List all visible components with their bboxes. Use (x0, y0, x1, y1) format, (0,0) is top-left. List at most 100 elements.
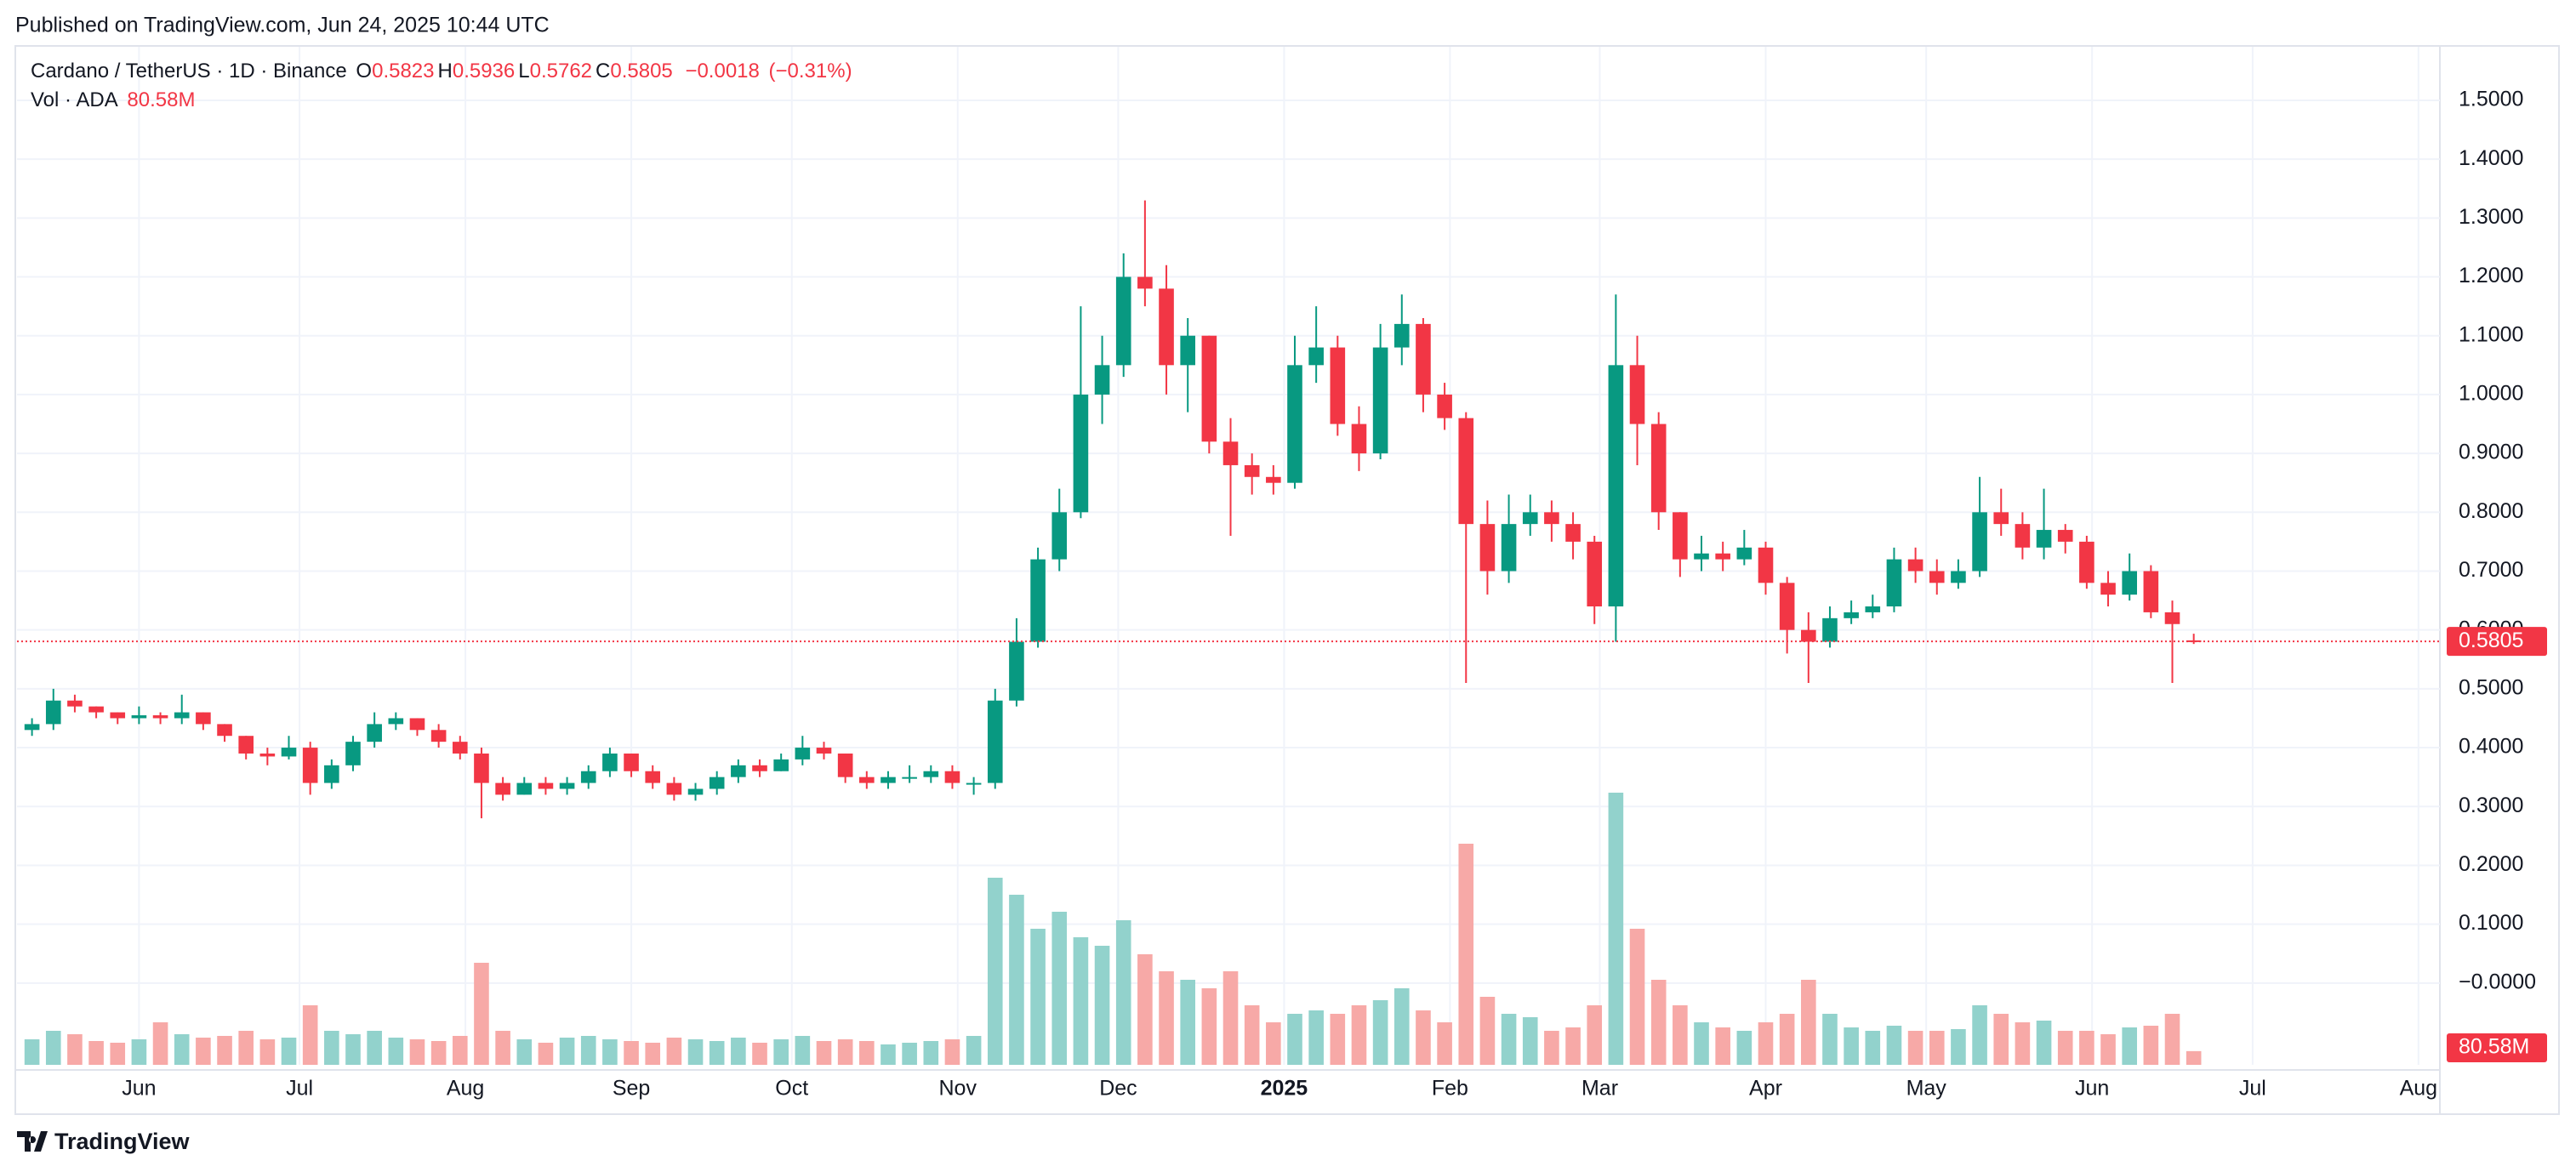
candle-body (1544, 512, 1559, 525)
candle-body (324, 765, 339, 783)
candle-body (67, 700, 83, 707)
volume-bar (1372, 1000, 1388, 1065)
logo-icon (17, 1131, 48, 1152)
candle-body (88, 706, 104, 713)
candle-body (345, 742, 361, 765)
y-tick-label: 1.0000 (2459, 382, 2523, 406)
volume-bar (1266, 1022, 1281, 1065)
volume-bar (1308, 1010, 1324, 1065)
volume-bar (1159, 971, 1174, 1065)
volume-bar (1822, 1014, 1838, 1065)
volume-bar (1522, 1017, 1538, 1065)
candle-body (773, 759, 789, 771)
candle-body (902, 777, 917, 779)
y-tick-label: 1.3000 (2459, 205, 2523, 229)
candle-body (1629, 365, 1645, 424)
price-label: 0.5805 (2459, 629, 2523, 652)
x-tick-label: 2025 (1261, 1077, 1308, 1101)
candle-body (1650, 424, 1667, 513)
volume-bar (45, 1031, 61, 1065)
volume-bar (1244, 1005, 1260, 1065)
candle-body (1009, 641, 1024, 701)
candle-body (259, 753, 276, 757)
candle-body (687, 788, 704, 795)
candle-body (1351, 424, 1367, 454)
volume-bar (452, 1036, 468, 1065)
ohlc-value: 0.5823 (372, 60, 435, 82)
candle-body (110, 712, 126, 719)
candle-body (1929, 571, 1945, 583)
candle-body (1694, 553, 1709, 560)
volume-bar (795, 1036, 811, 1065)
candle-body (1073, 394, 1089, 513)
volume-bar (859, 1041, 875, 1065)
volume-title: Vol · ADA (31, 88, 118, 111)
volume-bar (666, 1038, 682, 1065)
candle-body (1180, 335, 1196, 366)
volume-bar (1416, 1010, 1431, 1065)
volume-bar (1458, 844, 1474, 1065)
y-tick-label: −0.0000 (2459, 970, 2536, 993)
volume-bar (709, 1041, 725, 1065)
candle-body (2100, 583, 2116, 595)
candle-body (152, 715, 168, 719)
volume-bar (624, 1041, 639, 1065)
volume-bar (1565, 1027, 1581, 1065)
volume-bar (1865, 1031, 1881, 1065)
candle-body (131, 715, 147, 719)
candle-body (1993, 512, 2009, 525)
candle-body (409, 718, 425, 731)
x-tick-label: Oct (775, 1077, 808, 1101)
volume-bar (752, 1043, 767, 1065)
volume-legend: Vol · ADA 80.58M (31, 88, 198, 112)
candle-body (1287, 365, 1302, 483)
candle-body (816, 748, 832, 754)
candle-body (1886, 559, 1902, 607)
x-tick-label: Feb (1432, 1077, 1468, 1101)
candle-body (1308, 347, 1324, 366)
volume-bar (238, 1031, 254, 1065)
volume-bar (516, 1039, 533, 1065)
grid (17, 47, 2440, 1065)
volume-bar (1222, 971, 1239, 1065)
volume-bar (837, 1039, 853, 1065)
volume-bar (217, 1036, 232, 1065)
candle-body (302, 748, 318, 783)
volume-bar (430, 1041, 447, 1065)
volume-bar (302, 1005, 318, 1065)
candle-body (1972, 512, 1987, 572)
candle-body (2079, 541, 2094, 583)
candle-body (752, 765, 767, 771)
volume-bar (1180, 980, 1196, 1065)
candle-body (966, 782, 982, 785)
x-tick-label: Jun (122, 1077, 156, 1101)
volume-bar (645, 1043, 661, 1065)
candle-body (1030, 559, 1046, 642)
candle-body (624, 753, 639, 771)
symbol-legend: Cardano / TetherUS · 1D · Binance O0.582… (31, 60, 856, 83)
candle-body (1608, 365, 1624, 607)
y-tick-label: 1.1000 (2459, 322, 2523, 346)
volume-bar (1437, 1022, 1452, 1065)
volume-bar (2164, 1014, 2180, 1065)
volume-bar (987, 878, 1003, 1065)
candle-body (452, 742, 468, 754)
volume-bar (152, 1022, 168, 1065)
volume-bar (966, 1036, 982, 1065)
volume-label: 80.58M (2459, 1035, 2529, 1059)
y-tick-label: 0.9000 (2459, 441, 2523, 464)
volume-bar (923, 1041, 939, 1065)
candle-body (1736, 547, 1752, 560)
x-tick-label: Jul (286, 1077, 313, 1101)
candle-body (881, 777, 896, 783)
y-tick-label: 0.5000 (2459, 675, 2523, 699)
candle-body (602, 753, 618, 771)
volume-bar (2036, 1021, 2052, 1065)
volume-bar (687, 1039, 704, 1065)
volume-bar (1479, 997, 1496, 1065)
volume-bar (259, 1039, 276, 1065)
volume-bar (131, 1039, 147, 1065)
volume-bar (559, 1038, 575, 1065)
candle-body (1479, 524, 1496, 572)
